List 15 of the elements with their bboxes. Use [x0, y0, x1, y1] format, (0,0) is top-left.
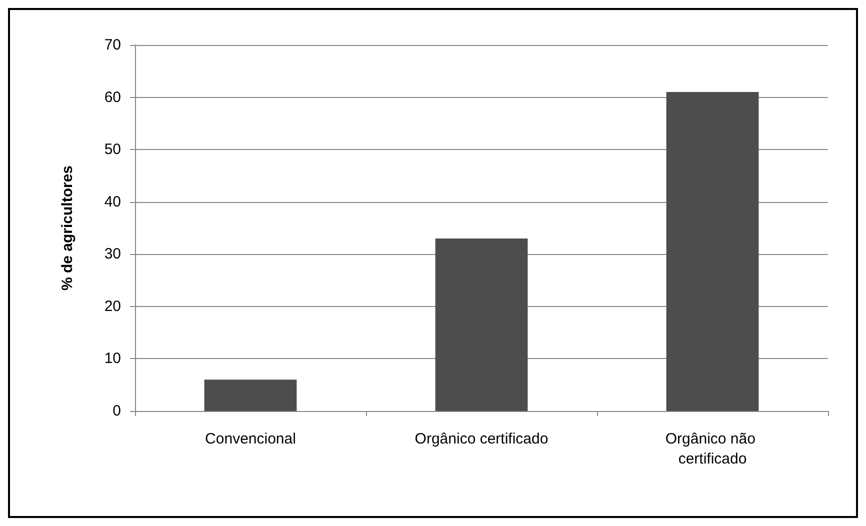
y-tick-label: 0: [112, 402, 121, 420]
x-tick-label: Convencional: [205, 430, 296, 448]
bar: [435, 238, 528, 411]
bar: [204, 380, 297, 411]
x-tick-label: Orgânico não certificado: [665, 430, 760, 468]
y-tick-label: 60: [104, 88, 121, 106]
y-tick-label: 40: [104, 193, 121, 210]
y-tick-label: 50: [104, 141, 121, 158]
bar: [666, 92, 759, 411]
y-axis-title: % de agricultores: [59, 165, 76, 291]
y-tick-label: 20: [104, 298, 121, 315]
x-tick-label: Orgânico certificado: [414, 430, 548, 448]
y-tick-label: 10: [104, 350, 121, 368]
y-tick-label: 70: [104, 36, 121, 54]
y-tick-label: 30: [104, 246, 121, 263]
